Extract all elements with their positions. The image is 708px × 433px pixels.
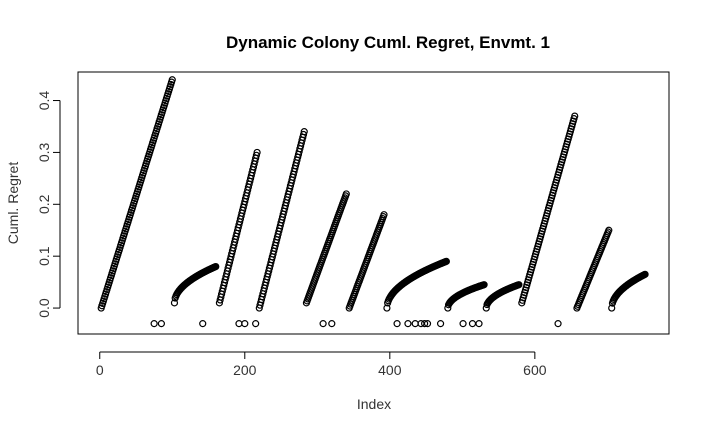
data-point xyxy=(436,320,445,328)
y-tick-label: 0.2 xyxy=(36,194,52,214)
data-point xyxy=(383,304,391,312)
data-point xyxy=(380,211,388,219)
data-point xyxy=(168,76,176,84)
chart-title: Dynamic Colony Cuml. Regret, Envmt. 1 xyxy=(226,33,550,52)
data-point xyxy=(212,262,220,271)
data-point xyxy=(300,128,308,136)
data-point xyxy=(515,281,523,289)
x-axis-label: Index xyxy=(357,396,391,412)
data-point xyxy=(252,151,260,159)
data-point xyxy=(157,320,165,328)
x-tick-label: 200 xyxy=(233,362,257,378)
data-point xyxy=(199,320,207,328)
data-point xyxy=(342,190,350,198)
y-axis-label: Cuml. Regret xyxy=(5,162,21,245)
data-point xyxy=(404,320,412,328)
y-tick-label: 0.1 xyxy=(36,246,52,266)
y-tick-label: 0.3 xyxy=(36,142,52,162)
data-point xyxy=(480,281,488,289)
data-point xyxy=(608,304,616,312)
data-point xyxy=(253,148,261,157)
data-point xyxy=(252,320,260,328)
x-axis: 0 200 400 600 xyxy=(96,351,547,378)
data-point xyxy=(235,320,243,328)
x-tick-label: 0 xyxy=(96,362,104,378)
data-point xyxy=(641,270,649,278)
data-point xyxy=(328,320,336,328)
data-point xyxy=(411,320,419,328)
data-point xyxy=(423,320,432,328)
x-tick-label: 400 xyxy=(378,362,402,378)
data-point xyxy=(554,320,562,328)
y-tick-label: 0.4 xyxy=(36,91,52,111)
x-tick-label: 600 xyxy=(523,362,547,378)
data-point xyxy=(170,299,179,307)
data-point xyxy=(421,320,429,328)
data-point xyxy=(605,226,613,234)
y-axis: 0.0 0.1 0.2 0.3 0.4 xyxy=(36,91,61,318)
data-point xyxy=(241,320,249,328)
data-point xyxy=(571,112,579,120)
data-point xyxy=(482,304,490,312)
data-point xyxy=(319,320,327,328)
data-point xyxy=(299,130,308,139)
y-tick-label: 0.0 xyxy=(36,298,52,318)
data-point xyxy=(475,320,483,328)
data-point xyxy=(468,320,477,328)
plot-frame xyxy=(77,71,670,335)
data-points xyxy=(97,76,649,328)
data-point xyxy=(442,257,450,265)
data-point xyxy=(150,320,158,328)
data-point xyxy=(459,320,467,328)
data-point xyxy=(393,320,401,328)
